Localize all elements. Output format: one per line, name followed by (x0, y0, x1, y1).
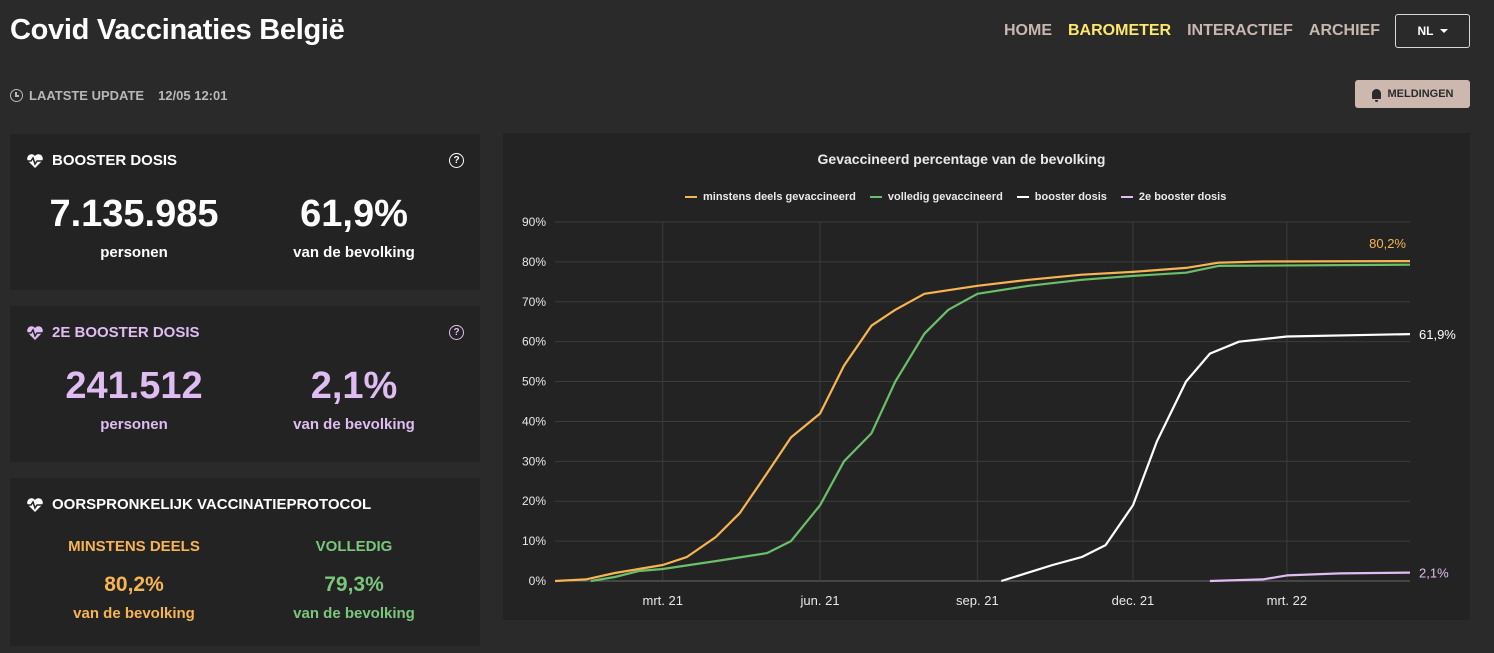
series-line-2 (1000, 333, 1411, 583)
booster-card-title: BOOSTER DOSIS (52, 152, 178, 169)
chart-title: Gevaccineerd percentage van de bevolking (817, 151, 1106, 167)
second-booster-count-stat: 241.512 personen (34, 366, 234, 433)
second-booster-percent: 2,1% (310, 365, 398, 407)
second-booster-card-title: 2E BOOSTER DOSIS (52, 324, 200, 341)
y-tick-label: 30% (522, 454, 546, 468)
chart-legend: minstens deels gevaccineerd volledig gev… (685, 191, 1226, 203)
legend-swatch (685, 196, 697, 198)
vaccination-chart-card: Gevaccineerd percentage van de bevolking… (503, 133, 1470, 620)
line-chart[interactable]: 0% 10% 20% 30% 40% 50% 60% 70% 80% 90% mrt. 21 jun.… (503, 133, 1470, 620)
legend-label: volledig gevaccineerd (887, 191, 1003, 203)
legend-swatch (1120, 196, 1133, 198)
app-title: Covid Vaccinaties België (10, 14, 345, 46)
partial-stat: MINSTENS DEELS 80,2% van de bevolking (34, 538, 234, 622)
y-tick-label: 70% (522, 295, 546, 309)
series-end-label: 80,2% (1369, 236, 1406, 251)
legend-item[interactable]: volledig gevaccineerd (869, 191, 1003, 203)
y-tick-label: 60% (522, 335, 546, 349)
help-icon[interactable]: ? (449, 325, 464, 340)
nav-interactief[interactable]: INTERACTIEF (1187, 22, 1293, 39)
partial-value: 80,2% (104, 573, 164, 596)
partial-title: MINSTENS DEELS (68, 538, 200, 555)
legend-label: booster dosis (1034, 191, 1107, 203)
last-update-label: LAATSTE UPDATE (29, 88, 145, 103)
second-booster-percent-stat: 2,1% van de bevolking (254, 366, 454, 433)
legend-label: 2e booster dosis (1138, 191, 1227, 203)
legend-swatch (1016, 196, 1029, 198)
original-card-header: OORSPRONKELIJK VACCINATIEPROTOCOL (26, 496, 371, 513)
booster-count: 7.135.985 (49, 193, 219, 235)
x-tick-label: mrt. 22 (1267, 593, 1307, 608)
booster-card: BOOSTER DOSIS ? 7.135.985 personen 61,9%… (10, 134, 480, 290)
second-booster-card: 2E BOOSTER DOSIS ? 241.512 personen 2,1%… (10, 306, 480, 462)
booster-percent-stat: 61,9% van de bevolking (254, 194, 454, 261)
booster-percent: 61,9% (300, 193, 408, 235)
help-icon[interactable]: ? (449, 153, 464, 168)
full-label: van de bevolking (293, 605, 415, 622)
x-tick-label: dec. 21 (1112, 593, 1155, 608)
caret-down-icon (1439, 29, 1448, 33)
series-line-1 (590, 263, 1411, 583)
series-line-0 (554, 260, 1411, 583)
y-tick-label: 20% (522, 494, 546, 508)
notifications-button[interactable]: MELDINGEN (1355, 80, 1470, 108)
y-tick-label: 80% (522, 255, 546, 269)
original-card-title: OORSPRONKELIJK VACCINATIEPROTOCOL (52, 496, 372, 513)
legend-swatch (869, 196, 882, 198)
series-line-3 (1209, 571, 1411, 583)
nav-archief[interactable]: ARCHIEF (1308, 22, 1380, 39)
booster-count-stat: 7.135.985 personen (34, 194, 234, 261)
nav-home[interactable]: HOME (1004, 22, 1052, 39)
notifications-label: MELDINGEN (1387, 88, 1454, 100)
main-nav: HOME BAROMETER INTERACTIEF ARCHIEF (1004, 22, 1380, 40)
y-tick-label: 0% (529, 574, 547, 588)
booster-count-label: personen (100, 244, 168, 261)
second-booster-percent-label: van de bevolking (293, 416, 415, 433)
y-tick-label: 10% (522, 534, 546, 548)
y-tick-label: 50% (522, 375, 546, 389)
header: Covid Vaccinaties België HOME BAROMETER … (0, 0, 1494, 70)
booster-card-header: BOOSTER DOSIS (26, 152, 177, 169)
language-label: NL (1417, 24, 1434, 38)
booster-percent-label: van de bevolking (293, 244, 415, 261)
series-end-label: 61,9% (1419, 327, 1456, 342)
full-title: VOLLEDIG (315, 538, 393, 555)
heart-pulse-icon (27, 325, 43, 340)
clock-icon (10, 89, 23, 102)
full-stat: VOLLEDIG 79,3% van de bevolking (254, 538, 454, 622)
series-end-label: 2,1% (1419, 566, 1449, 581)
y-tick-label: 40% (522, 414, 546, 428)
second-booster-count-label: personen (100, 416, 168, 433)
partial-label: van de bevolking (73, 605, 195, 622)
bell-icon (1371, 89, 1381, 102)
x-tick-label: sep. 21 (956, 593, 999, 608)
y-tick-label: 90% (522, 215, 546, 229)
heart-pulse-icon (27, 153, 43, 168)
legend-label: minstens deels gevaccineerd (703, 191, 856, 203)
original-protocol-card: OORSPRONKELIJK VACCINATIEPROTOCOL MINSTE… (10, 478, 480, 646)
x-tick-label: jun. 21 (800, 593, 840, 608)
second-booster-card-header: 2E BOOSTER DOSIS (26, 324, 200, 341)
nav-barometer[interactable]: BAROMETER (1068, 22, 1172, 39)
full-value: 79,3% (324, 573, 384, 596)
x-tick-label: mrt. 21 (642, 593, 682, 608)
legend-item[interactable]: minstens deels gevaccineerd (685, 191, 856, 203)
language-dropdown[interactable]: NL (1395, 14, 1470, 48)
heart-pulse-icon (27, 497, 43, 512)
legend-item[interactable]: booster dosis (1016, 191, 1107, 203)
last-update: LAATSTE UPDATE 12/05 12:01 (10, 88, 227, 103)
last-update-time: 12/05 12:01 (158, 88, 228, 103)
second-booster-count: 241.512 (65, 365, 203, 407)
legend-item[interactable]: 2e booster dosis (1120, 191, 1227, 203)
